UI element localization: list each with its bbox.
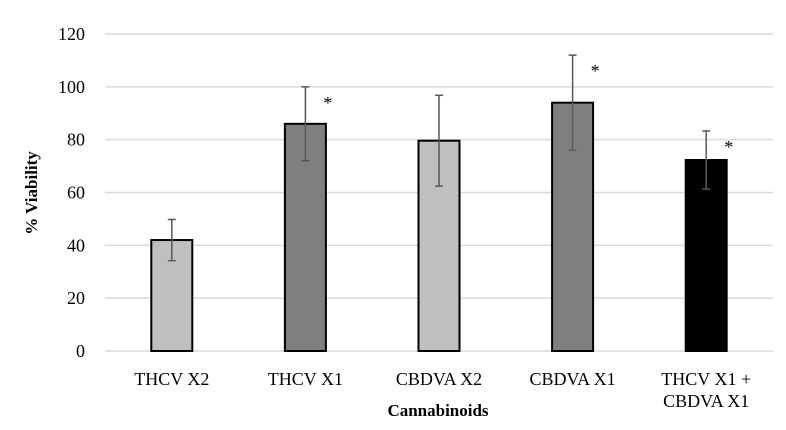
x-tick-label: THCV X2 <box>134 369 209 389</box>
y-tick-label: 20 <box>67 288 85 308</box>
significance-marker: * <box>323 93 332 113</box>
x-tick-label: CBDVA X1 <box>529 369 615 389</box>
y-tick-label: 100 <box>58 77 85 97</box>
x-tick-label: CBDVA X2 <box>396 369 482 389</box>
significance-marker: * <box>724 137 733 157</box>
y-axis-label: % Viability <box>22 151 41 235</box>
x-tick-label: CBDVA X1 <box>663 391 749 411</box>
y-tick-label: 60 <box>67 183 85 203</box>
y-tick-label: 120 <box>58 24 85 44</box>
x-tick-label: THCV X1 <box>268 369 343 389</box>
y-tick-label: 40 <box>67 235 85 255</box>
y-tick-label: 80 <box>67 130 85 150</box>
y-tick-label: 0 <box>76 341 85 361</box>
x-axis-label: Cannabinoids <box>387 401 488 420</box>
x-tick-label: THCV X1 + <box>661 369 751 389</box>
significance-marker: * <box>591 61 600 81</box>
bar <box>684 159 728 352</box>
